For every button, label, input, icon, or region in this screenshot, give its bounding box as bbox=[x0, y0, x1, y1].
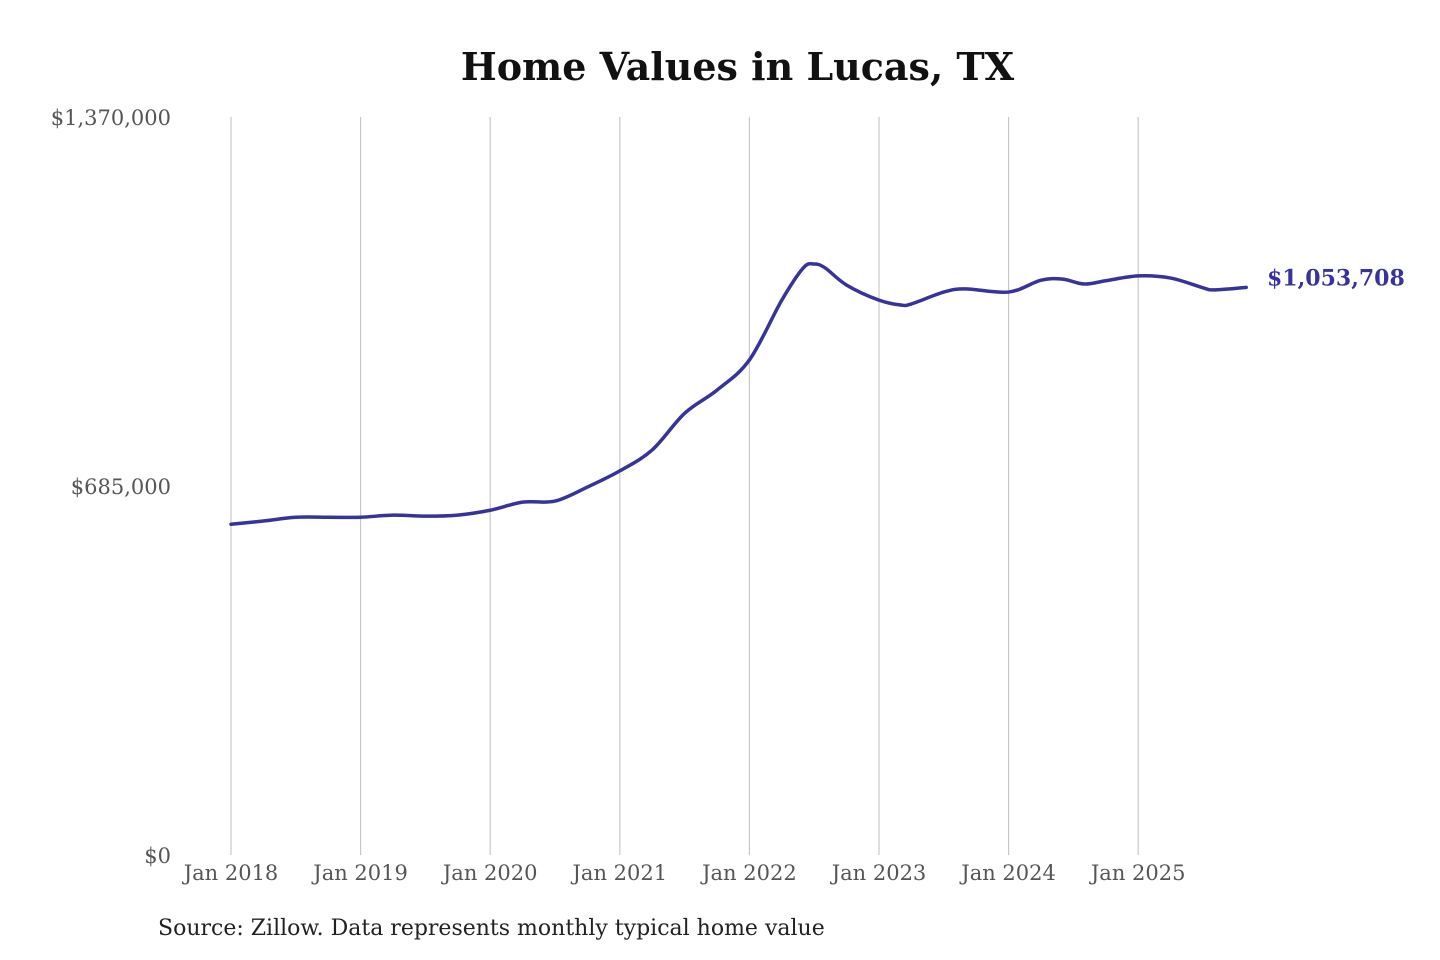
y-tick-label: $0 bbox=[144, 844, 171, 868]
end-value-label: $1,053,708 bbox=[1267, 265, 1405, 291]
x-tick-label: Jan 2024 bbox=[959, 861, 1056, 885]
x-tick-label: Jan 2021 bbox=[571, 861, 668, 885]
y-tick-label: $1,370,000 bbox=[51, 106, 171, 130]
x-tick-label: Jan 2018 bbox=[182, 861, 279, 885]
y-tick-label: $685,000 bbox=[71, 475, 171, 499]
x-tick-label: Jan 2022 bbox=[700, 861, 797, 885]
chart-title: Home Values in Lucas, TX bbox=[460, 44, 1015, 89]
x-tick-label: Jan 2019 bbox=[311, 861, 408, 885]
x-tick-label: Jan 2025 bbox=[1089, 861, 1186, 885]
source-note: Source: Zillow. Data represents monthly … bbox=[158, 916, 825, 941]
x-tick-label: Jan 2023 bbox=[830, 861, 927, 885]
series-line bbox=[229, 261, 1248, 526]
x-tick-label: Jan 2020 bbox=[441, 861, 538, 885]
